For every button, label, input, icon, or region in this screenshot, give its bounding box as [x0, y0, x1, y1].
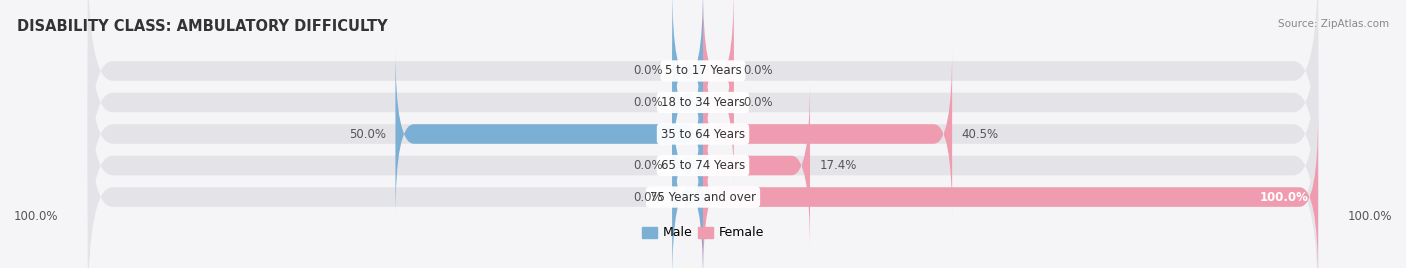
- FancyBboxPatch shape: [703, 0, 734, 156]
- Text: Source: ZipAtlas.com: Source: ZipAtlas.com: [1278, 19, 1389, 29]
- FancyBboxPatch shape: [672, 112, 703, 268]
- FancyBboxPatch shape: [703, 18, 734, 187]
- Text: 0.0%: 0.0%: [742, 64, 773, 77]
- Text: 0.0%: 0.0%: [633, 191, 664, 204]
- FancyBboxPatch shape: [672, 0, 703, 156]
- Text: 0.0%: 0.0%: [633, 96, 664, 109]
- FancyBboxPatch shape: [703, 112, 1319, 268]
- FancyBboxPatch shape: [87, 81, 1319, 268]
- Text: 50.0%: 50.0%: [349, 128, 387, 140]
- Text: 18 to 34 Years: 18 to 34 Years: [661, 96, 745, 109]
- Text: 100.0%: 100.0%: [14, 210, 59, 223]
- Text: 40.5%: 40.5%: [962, 128, 998, 140]
- Text: 100.0%: 100.0%: [1260, 191, 1309, 204]
- Legend: Male, Female: Male, Female: [637, 221, 769, 244]
- Text: 0.0%: 0.0%: [633, 159, 664, 172]
- Text: 35 to 64 Years: 35 to 64 Years: [661, 128, 745, 140]
- FancyBboxPatch shape: [672, 18, 703, 187]
- Text: 17.4%: 17.4%: [820, 159, 856, 172]
- FancyBboxPatch shape: [87, 18, 1319, 250]
- Text: DISABILITY CLASS: AMBULATORY DIFFICULTY: DISABILITY CLASS: AMBULATORY DIFFICULTY: [17, 19, 388, 34]
- FancyBboxPatch shape: [395, 49, 703, 219]
- FancyBboxPatch shape: [672, 81, 703, 250]
- Text: 75 Years and over: 75 Years and over: [650, 191, 756, 204]
- FancyBboxPatch shape: [703, 81, 810, 250]
- Text: 5 to 17 Years: 5 to 17 Years: [665, 64, 741, 77]
- FancyBboxPatch shape: [87, 0, 1319, 219]
- Text: 0.0%: 0.0%: [633, 64, 664, 77]
- FancyBboxPatch shape: [87, 0, 1319, 187]
- Text: 100.0%: 100.0%: [1347, 210, 1392, 223]
- Text: 0.0%: 0.0%: [742, 96, 773, 109]
- FancyBboxPatch shape: [703, 49, 952, 219]
- FancyBboxPatch shape: [87, 49, 1319, 268]
- Text: 65 to 74 Years: 65 to 74 Years: [661, 159, 745, 172]
